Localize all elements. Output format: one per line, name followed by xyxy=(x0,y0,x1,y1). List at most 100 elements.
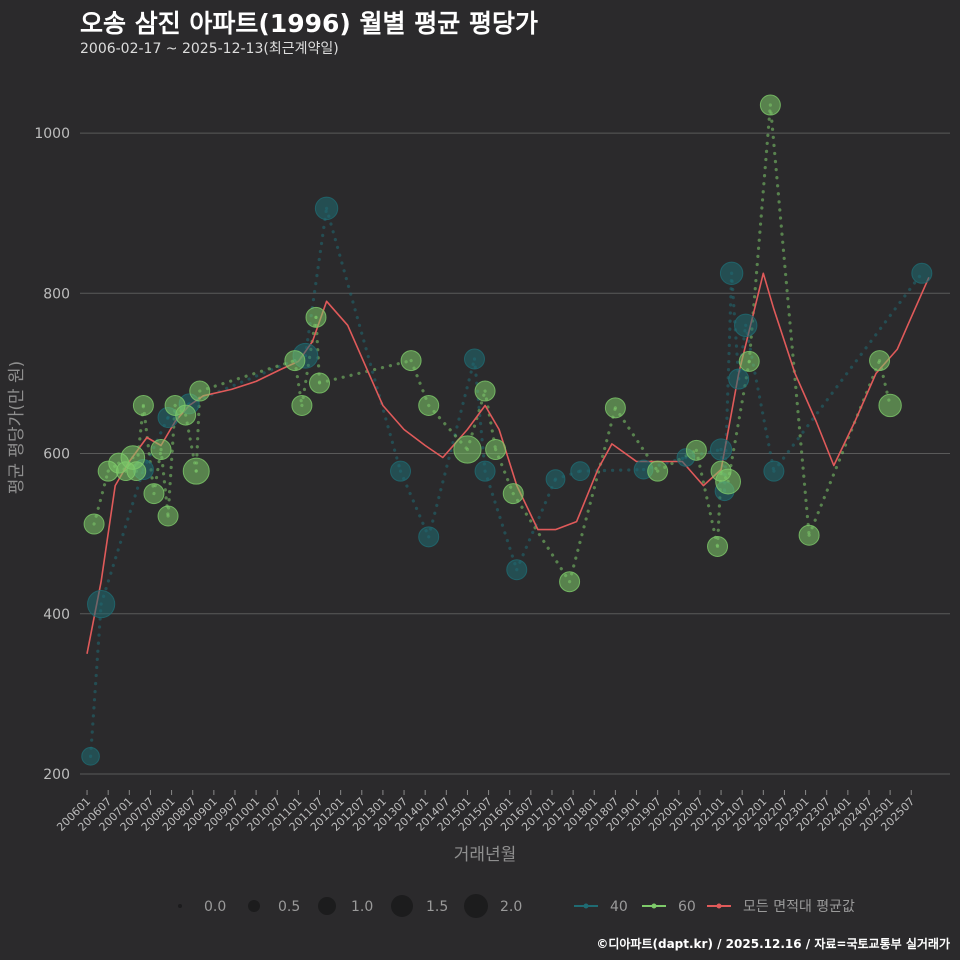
series-40-point xyxy=(911,262,933,284)
series-60-connector xyxy=(807,358,882,537)
size-legend-label: 0.5 xyxy=(278,899,300,915)
x-axis-label: 거래년월 xyxy=(454,845,517,865)
series-60-connector xyxy=(747,103,772,363)
series-60-point xyxy=(400,350,422,372)
series-60-point xyxy=(485,439,507,461)
legend-dot-avg xyxy=(716,903,722,909)
series-40-point xyxy=(506,559,528,581)
series-40-point xyxy=(474,460,496,482)
series-60-point xyxy=(175,404,197,426)
series-40-point xyxy=(570,461,591,482)
series-40-connector xyxy=(472,357,487,473)
series-40-connector xyxy=(303,206,329,358)
series-40-connector xyxy=(324,206,403,473)
series-40-point xyxy=(734,313,758,338)
legend-dot-s40 xyxy=(583,903,589,909)
y-tick-label: 600 xyxy=(43,447,70,463)
series-60-point xyxy=(182,457,210,485)
size-legend-marker xyxy=(391,895,413,917)
series-60-point xyxy=(647,460,669,482)
series-40-point xyxy=(709,438,733,461)
series-40-connector xyxy=(427,357,477,539)
series-40-connector xyxy=(730,271,741,381)
series-60-point xyxy=(284,350,306,372)
series-40-connector xyxy=(483,469,519,572)
series-60-connector xyxy=(317,358,413,385)
series-40-point xyxy=(545,469,566,490)
series-60-point xyxy=(685,439,707,461)
y-tick-label: 400 xyxy=(43,607,70,623)
series-40-point xyxy=(390,460,412,482)
series-60-connector xyxy=(166,403,177,518)
series-60-connector xyxy=(694,448,720,549)
series-60-connector xyxy=(511,491,572,584)
legend-label-s40: 40 xyxy=(610,899,628,915)
series-60-point xyxy=(453,435,482,464)
series-60-point xyxy=(559,571,581,593)
series-40-connector xyxy=(772,271,924,473)
series-60-point xyxy=(869,350,891,372)
series-60-point xyxy=(309,372,331,394)
series-60-connector xyxy=(300,315,318,408)
x-axis-ticks: 2006012006072007012007072008012008072009… xyxy=(54,790,917,834)
series-lines xyxy=(86,103,930,758)
series-60-point xyxy=(291,394,313,416)
series-40-point xyxy=(763,460,785,482)
series-40-connector xyxy=(578,467,646,473)
series-40-point xyxy=(87,590,116,619)
series-60-point xyxy=(759,94,781,116)
size-legend-marker xyxy=(464,894,488,918)
series-60-connector xyxy=(314,315,322,385)
series-60-connector xyxy=(198,358,297,393)
series-points xyxy=(81,94,933,766)
series-60-point xyxy=(878,393,902,418)
size-legend-label: 0.0 xyxy=(204,899,226,915)
series-60-connector xyxy=(134,403,146,473)
series-60-point xyxy=(474,380,496,402)
series-60-point xyxy=(83,513,105,535)
size-legend-label: 1.5 xyxy=(426,899,448,915)
series-40-point xyxy=(314,196,339,221)
legend-dot-s60 xyxy=(651,903,657,909)
series-40-point xyxy=(81,747,100,766)
series-60-point xyxy=(604,397,626,419)
page-subtitle: 2006-02-17 ~ 2025-12-13(최근계약일) xyxy=(80,41,339,57)
size-legend-label: 1.0 xyxy=(351,899,373,915)
y-axis-ticks: 200 400 600 800 1000 xyxy=(34,126,70,783)
series-60-connector xyxy=(194,389,202,473)
legend-label-avg: 모든 면적대 평균값 xyxy=(743,899,855,915)
series-60-connector xyxy=(768,103,811,537)
y-tick-label: 200 xyxy=(43,767,70,783)
size-legend-marker xyxy=(178,904,182,908)
series-40-connector xyxy=(99,467,146,606)
page-title: 오송 삼진 아파트(1996) 월별 평균 평당가 xyxy=(80,9,538,38)
series-60-connector xyxy=(159,447,170,518)
series-40-connector xyxy=(398,469,431,539)
series-60-point xyxy=(143,483,165,505)
legend: 0.0 0.5 1.0 1.5 2.0 40 60 모든 면적대 평균값 xyxy=(178,894,855,918)
average-line xyxy=(86,272,930,654)
series-40-point xyxy=(418,526,440,548)
series-60-point xyxy=(132,394,154,416)
size-legend-marker xyxy=(318,897,336,915)
series-40-point xyxy=(719,261,744,285)
series-60-connector xyxy=(613,406,660,473)
series-40-connector xyxy=(88,602,103,758)
series-60-point xyxy=(738,350,760,372)
series-60-point xyxy=(798,524,820,546)
y-tick-label: 800 xyxy=(43,286,70,302)
series-60-connector xyxy=(567,406,617,584)
footer-credit: ©디아파트(dapt.kr) / 2025.12.16 / 자료=국토교통부 실… xyxy=(596,937,950,951)
series-60-point xyxy=(305,306,327,328)
size-legend-label: 2.0 xyxy=(500,899,522,915)
size-legend-marker xyxy=(248,900,260,912)
series-60-point xyxy=(150,439,172,461)
series-60-point xyxy=(126,461,147,482)
series-60-connector xyxy=(141,403,156,496)
series-60-point xyxy=(189,380,211,402)
series-40-point xyxy=(463,348,485,370)
legend-label-s60: 60 xyxy=(678,899,696,915)
y-axis-label: 평균 평당가(만 원) xyxy=(7,361,27,495)
series-60-point xyxy=(418,394,440,416)
